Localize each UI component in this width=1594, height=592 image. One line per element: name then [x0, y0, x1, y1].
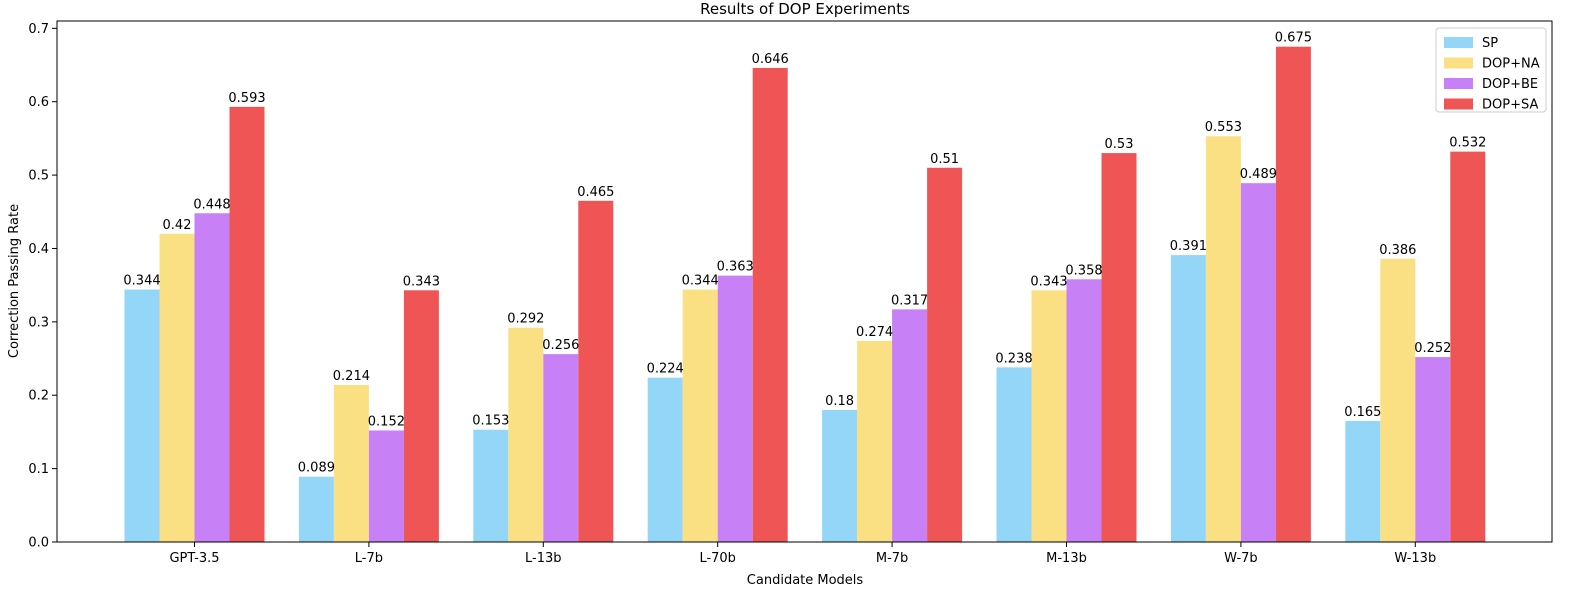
bar-sp-m-13b: [996, 367, 1032, 542]
x-tick-label: L-13b: [525, 551, 562, 566]
y-tick-label: 0.7: [28, 22, 49, 37]
x-tick-label: L-70b: [699, 551, 736, 566]
bar-dop-sa-w-13b: [1450, 151, 1486, 543]
data-label: 0.53: [1105, 137, 1134, 152]
data-label: 0.224: [647, 362, 684, 377]
legend: SP DOP+NA DOP+BE DOP+SA: [1435, 27, 1547, 113]
bar-dop-sa-l-13b: [578, 200, 614, 543]
data-label: 0.465: [577, 185, 614, 200]
data-label: 0.274: [856, 325, 893, 340]
data-label: 0.386: [1379, 243, 1416, 258]
bar-dop-be-l-7b: [368, 430, 404, 542]
x-tick-label: GPT-3.5: [169, 551, 219, 566]
y-tick-label: 0.3: [28, 315, 49, 330]
data-label: 0.089: [298, 461, 335, 476]
y-axis: 0.0 0.1 0.2 0.3 0.4 0.5 0.6 0.7: [28, 22, 57, 551]
data-label: 0.214: [333, 369, 370, 384]
bar-dop-sa-m-13b: [1101, 153, 1137, 542]
data-label: 0.153: [472, 414, 509, 429]
data-label: 0.553: [1205, 120, 1242, 135]
x-tick-label: W-13b: [1394, 551, 1436, 566]
data-label: 0.18: [825, 394, 854, 409]
bar-dop-be-m-7b: [892, 309, 928, 542]
data-label: 0.165: [1344, 405, 1381, 420]
bar-sp-m-7b: [822, 409, 858, 542]
x-tick-label: M-13b: [1046, 551, 1087, 566]
bar-dop-be-l-13b: [543, 354, 579, 542]
bar-dop-be-w-7b: [1240, 183, 1276, 543]
data-label: 0.238: [995, 351, 1032, 366]
legend-swatch: [1444, 57, 1473, 69]
bar-sp-w-13b: [1345, 420, 1381, 542]
bar-sp-w-7b: [1170, 255, 1206, 542]
data-label: 0.593: [228, 91, 265, 106]
bar-sp-gpt-3-5: [124, 289, 160, 542]
legend-entry: SP: [1482, 36, 1498, 51]
data-label: 0.391: [1170, 239, 1207, 254]
data-label: 0.51: [930, 152, 959, 167]
data-label: 0.532: [1449, 136, 1486, 151]
data-label: 0.343: [1030, 274, 1067, 289]
data-label: 0.252: [1414, 341, 1451, 356]
x-tick-label: L-7b: [355, 551, 383, 566]
x-tick-label: W-7b: [1224, 551, 1258, 566]
data-label: 0.675: [1275, 31, 1312, 46]
data-label: 0.358: [1065, 263, 1102, 278]
bar-dop-be-gpt-3-5: [194, 213, 230, 542]
bar-dop-na-l-13b: [508, 327, 544, 542]
data-label: 0.363: [717, 260, 754, 275]
bar-dop-na-w-13b: [1380, 258, 1416, 542]
y-tick-label: 0.5: [28, 169, 49, 184]
data-label: 0.489: [1240, 167, 1277, 182]
data-label: 0.448: [193, 197, 230, 212]
data-label: 0.343: [403, 274, 440, 289]
data-label: 0.42: [163, 218, 192, 233]
bar-dop-sa-m-7b: [927, 167, 963, 542]
bar-dop-sa-w-7b: [1275, 46, 1311, 542]
legend-swatch: [1444, 78, 1473, 89]
bar-dop-sa-l-7b: [403, 290, 439, 542]
bar-dop-na-l-70b: [682, 289, 718, 542]
chart-title: Results of DOP Experiments: [700, 0, 910, 18]
legend-box: [1435, 27, 1547, 113]
x-tick-label: M-7b: [876, 551, 908, 566]
y-tick-label: 0.4: [28, 242, 49, 257]
bar-dop-be-l-70b: [717, 275, 753, 542]
bar-dop-na-w-7b: [1205, 136, 1241, 543]
data-label: 0.292: [507, 312, 544, 327]
bar-sp-l-13b: [473, 429, 509, 542]
plot-frame: [56, 20, 1553, 543]
y-tick-label: 0.0: [28, 536, 49, 551]
x-axis-title: Candidate Models: [747, 573, 864, 588]
bar-dop-na-m-7b: [857, 340, 893, 542]
bar-dop-na-l-7b: [333, 384, 369, 542]
data-label: 0.152: [368, 414, 405, 429]
bar-dop-na-gpt-3-5: [159, 233, 195, 543]
y-axis-title: Correction Passing Rate: [7, 204, 22, 358]
legend-entry: DOP+NA: [1482, 57, 1540, 72]
data-label: 0.256: [542, 338, 579, 353]
bar-dop-sa-l-70b: [752, 67, 788, 542]
bar-dop-be-m-13b: [1066, 279, 1102, 542]
data-label: 0.317: [891, 293, 928, 308]
data-label: 0.646: [752, 52, 789, 67]
bar-sp-l-7b: [298, 476, 334, 542]
data-label: 0.344: [123, 274, 160, 289]
bar-dop-na-m-13b: [1031, 290, 1067, 542]
bars-layer: [124, 46, 1486, 543]
x-axis: GPT-3.5 L-7b L-13b L-70b M-7b M-13b W-7b W-13b: [169, 542, 1436, 566]
y-tick-label: 0.6: [28, 95, 49, 110]
legend-swatch: [1444, 37, 1473, 48]
bar-dop-sa-gpt-3-5: [229, 106, 265, 543]
y-tick-label: 0.2: [28, 389, 49, 404]
legend-swatch: [1444, 98, 1473, 110]
y-tick-label: 0.1: [28, 462, 49, 477]
bar-sp-l-70b: [647, 377, 683, 542]
legend-entry: DOP+SA: [1482, 98, 1538, 113]
bar-labels-layer: 0.344 0.089 0.153 0.224 0.18 0.238 0.391 0.165 0…: [123, 31, 1486, 476]
legend-entry: DOP+BE: [1482, 77, 1538, 92]
bar-dop-be-w-13b: [1415, 357, 1451, 542]
data-label: 0.344: [682, 274, 719, 289]
